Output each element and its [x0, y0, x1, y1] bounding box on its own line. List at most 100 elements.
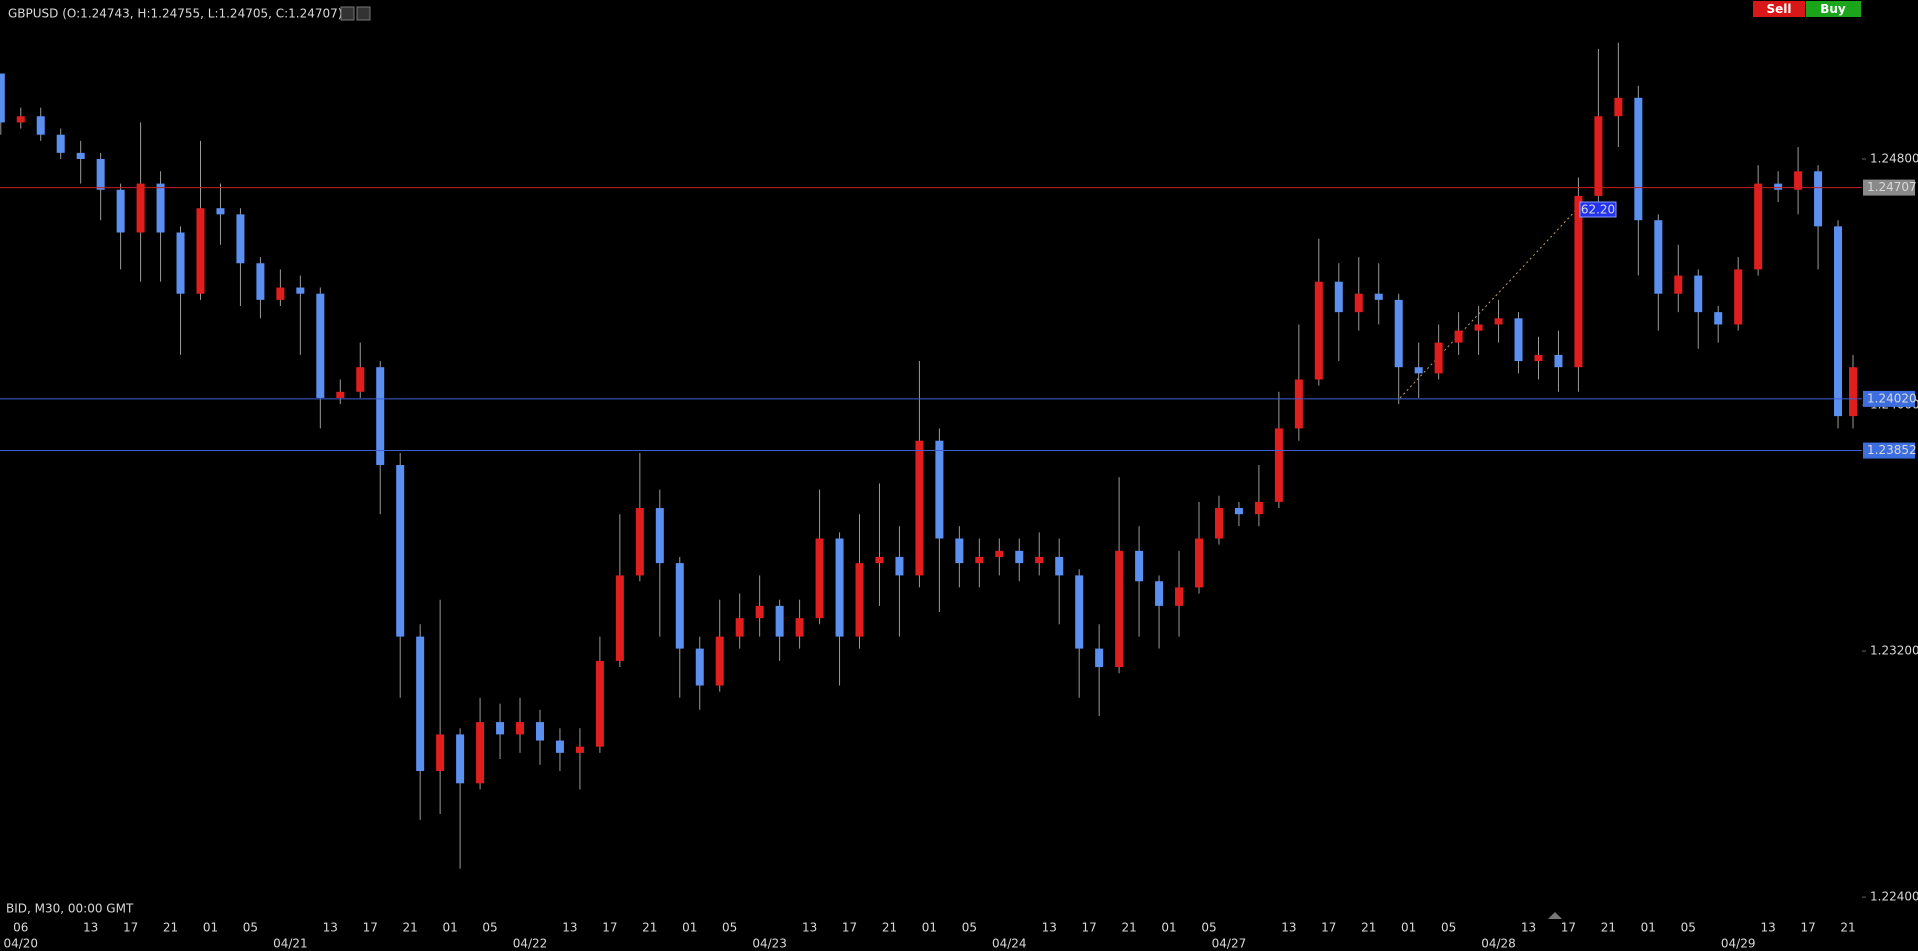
candle-body	[376, 367, 385, 465]
scroll-marker	[1548, 912, 1562, 919]
candle-body	[1554, 354, 1563, 368]
candle-body	[1814, 171, 1823, 227]
x-tick-label: 01	[922, 921, 937, 935]
x-tick-label: 05	[722, 921, 737, 935]
date-tick-label: 04/29	[1721, 937, 1756, 951]
candle-body	[635, 508, 644, 576]
x-tick-label: 21	[882, 921, 897, 935]
x-tick-label: 21	[1121, 921, 1136, 935]
candle-body	[1374, 293, 1383, 300]
candle-body	[935, 440, 944, 539]
candle-body	[1754, 183, 1763, 270]
candle-body	[695, 648, 704, 686]
candle-body	[595, 660, 604, 747]
candle-body	[356, 367, 365, 392]
footer-label: BID, M30, 00:00 GMT	[6, 902, 134, 916]
date-tick-label: 04/21	[273, 937, 308, 951]
candle-body	[1434, 342, 1443, 374]
candle-body	[456, 734, 465, 784]
candle-body	[1794, 171, 1803, 190]
candle-body	[535, 722, 544, 741]
level-label: 1.23852	[1867, 443, 1917, 457]
x-tick-label: 05	[482, 921, 497, 935]
x-tick-label: 13	[323, 921, 338, 935]
x-tick-label: 13	[83, 921, 98, 935]
candle-body	[1654, 220, 1663, 294]
candle-body	[1454, 330, 1463, 343]
candle-body	[256, 263, 265, 300]
candle-body	[715, 636, 724, 686]
candle-body	[1254, 501, 1263, 515]
candle-body	[1514, 318, 1523, 362]
candle-body	[196, 208, 205, 294]
candle-body	[516, 722, 525, 735]
candle-body	[675, 563, 684, 649]
candle-body	[1614, 97, 1623, 117]
candle-body	[476, 722, 485, 784]
x-tick-label: 17	[602, 921, 617, 935]
candle-body	[1135, 550, 1144, 582]
candle-body	[655, 508, 664, 564]
date-tick-label: 04/23	[752, 937, 787, 951]
x-tick-label: 21	[1361, 921, 1376, 935]
candle-body	[36, 116, 45, 135]
candle-body	[1634, 97, 1643, 221]
date-tick-label: 04/22	[513, 937, 548, 951]
level-label: 1.24020	[1867, 391, 1917, 405]
candle-body	[1274, 428, 1283, 502]
candle-body	[555, 740, 564, 753]
x-tick-label: 21	[163, 921, 178, 935]
candle-body	[1534, 354, 1543, 362]
candle-body	[136, 183, 145, 233]
candle-body	[1155, 581, 1164, 606]
candle-body	[0, 73, 5, 123]
candle-body	[1214, 508, 1223, 539]
candle-body	[156, 183, 165, 233]
annotation-box	[1579, 201, 1617, 218]
x-tick-label: 17	[1321, 921, 1336, 935]
x-tick-label: 05	[243, 921, 258, 935]
sell-button[interactable]	[1753, 1, 1805, 17]
x-tick-label: 01	[1641, 921, 1656, 935]
candle-body	[336, 391, 345, 398]
candle-body	[1334, 281, 1343, 313]
candle-body	[1694, 275, 1703, 313]
candle-body	[16, 116, 25, 123]
candle-body	[1095, 648, 1104, 668]
icon-settings[interactable]	[340, 6, 355, 21]
candle-body	[1035, 556, 1044, 564]
buy-button[interactable]	[1806, 1, 1861, 17]
candle-body	[1394, 299, 1403, 368]
candle-body	[1834, 226, 1843, 417]
candle-body	[1194, 538, 1203, 588]
level-label-box	[1863, 442, 1915, 459]
candle-body	[176, 232, 185, 294]
candle-body	[1075, 575, 1084, 649]
level-label: 1.24707	[1867, 180, 1917, 194]
candle-body	[835, 538, 844, 637]
x-tick-label: 01	[682, 921, 697, 935]
date-tick-label: 04/28	[1481, 937, 1516, 951]
candle-body	[1714, 312, 1723, 325]
buy-label[interactable]: Buy	[1820, 2, 1846, 16]
x-tick-label: 06	[13, 921, 28, 935]
candle-body	[1314, 281, 1323, 380]
y-tick-label: 1.22400	[1870, 890, 1918, 904]
annotation: 62.20	[1581, 203, 1615, 217]
candle-body	[855, 563, 864, 637]
candle-body	[1015, 550, 1024, 564]
x-tick-label: 17	[842, 921, 857, 935]
icon-close[interactable]	[356, 6, 371, 21]
x-tick-label: 13	[1281, 921, 1296, 935]
candle-body	[915, 440, 924, 576]
candle-body	[1774, 183, 1783, 190]
level-label-box	[1863, 179, 1915, 196]
sell-label[interactable]: Sell	[1766, 2, 1791, 16]
candle-body	[56, 134, 65, 153]
x-tick-label: 21	[1840, 921, 1855, 935]
candle-body	[1494, 318, 1503, 325]
candle-body	[775, 605, 784, 637]
candle-body	[1115, 550, 1124, 668]
candle-body	[1734, 269, 1743, 325]
